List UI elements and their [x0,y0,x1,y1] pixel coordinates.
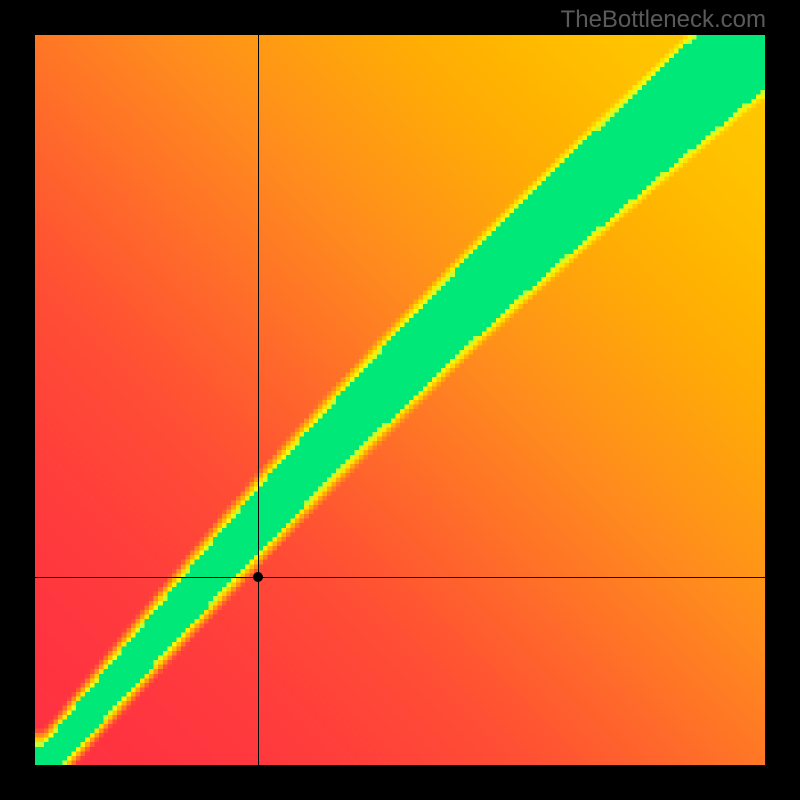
crosshair-vertical [258,35,259,765]
watermark-text: TheBottleneck.com [561,6,766,34]
bottleneck-heatmap [35,35,765,765]
crosshair-marker [253,572,263,582]
figure-root: TheBottleneck.com [0,0,800,800]
crosshair-horizontal [35,577,765,578]
